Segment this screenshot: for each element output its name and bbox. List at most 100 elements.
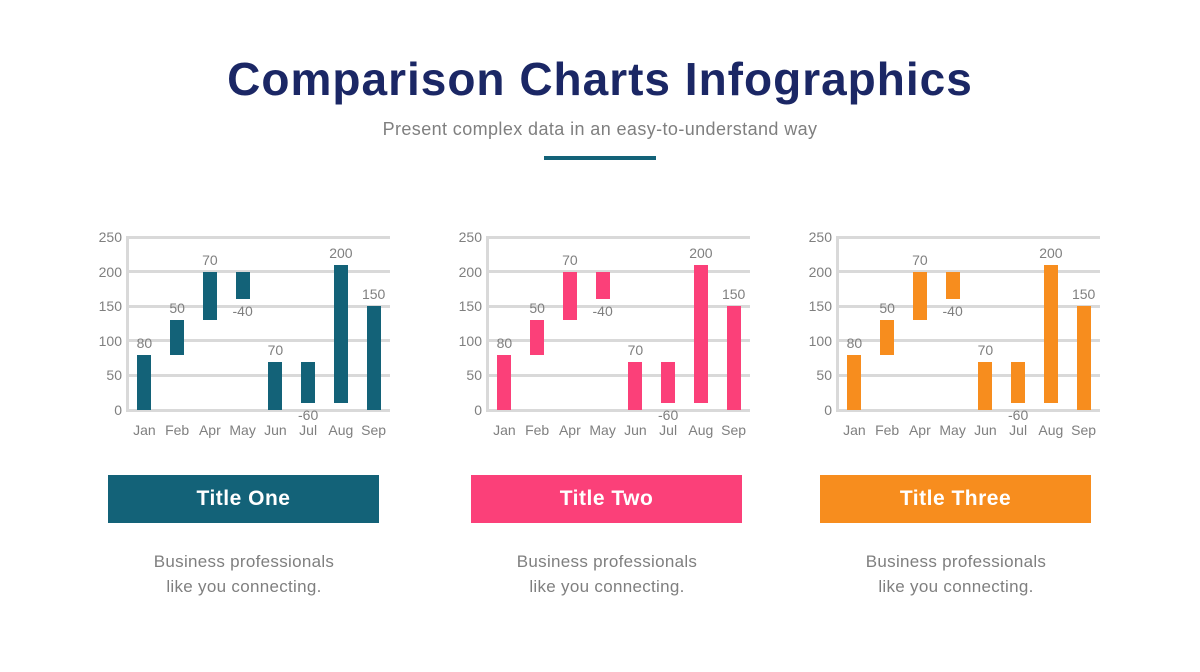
- chart-plot-area: 80 Jan 50 Feb 70 Apr -40 May 70 Jun -60 Jul 200 Aug 15…: [486, 235, 750, 438]
- y-axis-labels: 0 50 100 150 200 250: [448, 229, 482, 418]
- x-axis-label: Sep: [721, 422, 747, 438]
- title-three-card: Title Three: [820, 475, 1091, 523]
- gridline: [838, 339, 1100, 343]
- x-axis-label: Jun: [264, 422, 287, 438]
- data-label: 150: [1071, 286, 1096, 303]
- x-axis-label: Jul: [1009, 422, 1028, 438]
- y-tick-label: 100: [458, 332, 482, 349]
- bar-aug: [1043, 264, 1058, 404]
- data-label: -40: [592, 303, 613, 320]
- data-label: 70: [627, 341, 644, 358]
- data-label: 80: [496, 334, 513, 351]
- x-axis-label: Apr: [558, 422, 581, 438]
- gridline: [128, 339, 390, 343]
- x-axis-label: Feb: [875, 422, 900, 438]
- data-label: 50: [169, 300, 185, 317]
- y-tick-label: 150: [458, 298, 482, 315]
- bar-apr: [202, 271, 217, 321]
- x-axis-label: Feb: [525, 422, 550, 438]
- data-label: -40: [232, 303, 253, 320]
- bar-aug: [333, 264, 348, 404]
- data-label: 50: [529, 300, 545, 317]
- data-label: -60: [1008, 407, 1029, 424]
- data-label: -60: [298, 407, 319, 424]
- x-axis-label: Apr: [198, 422, 221, 438]
- gridline: [128, 270, 390, 274]
- y-tick-label: 200: [98, 263, 122, 280]
- description-one: Business professionals like you connecti…: [153, 552, 335, 596]
- chart-plot-area: 80 Jan 50 Feb 70 Apr -40 May 70 Jun -60 Jul 200 Aug 15…: [836, 235, 1100, 438]
- y-axis-line: [486, 236, 489, 412]
- y-tick-label: 100: [98, 332, 122, 349]
- y-tick-label: 250: [98, 229, 122, 245]
- y-axis-labels: 0 50 100 150 200 250: [88, 229, 122, 418]
- y-tick-label: 0: [824, 402, 832, 418]
- x-axis-label: Apr: [908, 422, 931, 438]
- gridline: [838, 304, 1100, 308]
- x-axis-label: Jun: [624, 422, 647, 438]
- y-tick-label: 100: [808, 332, 832, 349]
- bar-jun: [628, 361, 643, 410]
- x-axis-label: Sep: [1071, 422, 1097, 438]
- y-tick-label: 0: [114, 402, 122, 418]
- bar-sep: [366, 306, 381, 410]
- gridline: [488, 235, 750, 239]
- y-tick-label: 250: [808, 229, 832, 245]
- y-tick-label: 50: [466, 367, 482, 384]
- bar-apr: [562, 271, 577, 321]
- description-two: Business professionals like you connecti…: [516, 552, 698, 596]
- data-label: 70: [202, 251, 218, 268]
- gridline: [128, 408, 390, 412]
- bar-jul: [661, 361, 676, 404]
- bar-sep: [726, 306, 741, 410]
- description-three: Business professionals like you connecti…: [865, 552, 1047, 596]
- bar-jan: [137, 354, 152, 410]
- gridline: [488, 408, 750, 412]
- bar-jan: [497, 354, 512, 410]
- x-axis-label: May: [939, 422, 966, 438]
- gridline: [838, 408, 1100, 412]
- y-tick-label: 200: [458, 263, 482, 280]
- data-label: 50: [879, 300, 895, 317]
- y-tick-label: 250: [458, 229, 482, 245]
- bar-feb: [170, 320, 185, 355]
- x-axis-label: Jan: [493, 422, 516, 438]
- waterfall-chart-one: 0 50 100 150 200 250 80 Jan 50 Feb 70 Apr -40 May 70 J…: [88, 228, 390, 440]
- gridline: [128, 235, 390, 239]
- bar-feb: [530, 320, 545, 355]
- gridline: [128, 304, 390, 308]
- y-tick-label: 50: [106, 367, 122, 384]
- gridline: [838, 235, 1100, 239]
- x-axis-label: Aug: [328, 422, 354, 438]
- title-two-card: Title Two: [471, 475, 742, 523]
- title-one-card: Title One: [108, 475, 379, 523]
- bar-may: [595, 271, 610, 300]
- bar-aug: [693, 264, 708, 404]
- gridline: [488, 270, 750, 274]
- gridline: [838, 270, 1100, 274]
- x-axis-label: Aug: [688, 422, 714, 438]
- bar-may: [235, 271, 250, 300]
- data-label: -40: [942, 303, 963, 320]
- data-label: 200: [329, 244, 353, 261]
- title-divider: [544, 156, 656, 160]
- x-axis-label: Aug: [1038, 422, 1064, 438]
- waterfall-chart-three: 0 50 100 150 200 250 80 Jan 50 Feb 70 Apr -40 May 70 J…: [798, 228, 1100, 440]
- gridline: [488, 373, 750, 377]
- x-axis-label: Jan: [133, 422, 156, 438]
- gridline: [488, 304, 750, 308]
- gridline: [488, 339, 750, 343]
- bar-jul: [1011, 361, 1026, 404]
- gridline: [838, 373, 1100, 377]
- data-label: 70: [267, 341, 284, 358]
- page-subtitle: Present complex data in an easy-to-under…: [382, 119, 818, 139]
- bar-jun: [978, 361, 993, 410]
- bar-jun: [268, 361, 283, 410]
- y-axis-line: [126, 236, 129, 412]
- data-label: 80: [136, 334, 153, 351]
- bar-may: [945, 271, 960, 300]
- page-title: Comparison Charts Infographics: [227, 53, 973, 105]
- chart-plot-area: 80 Jan 50 Feb 70 Apr -40 May 70 Jun -60 Jul 200 Aug 15…: [126, 235, 390, 438]
- data-label: -60: [658, 407, 679, 424]
